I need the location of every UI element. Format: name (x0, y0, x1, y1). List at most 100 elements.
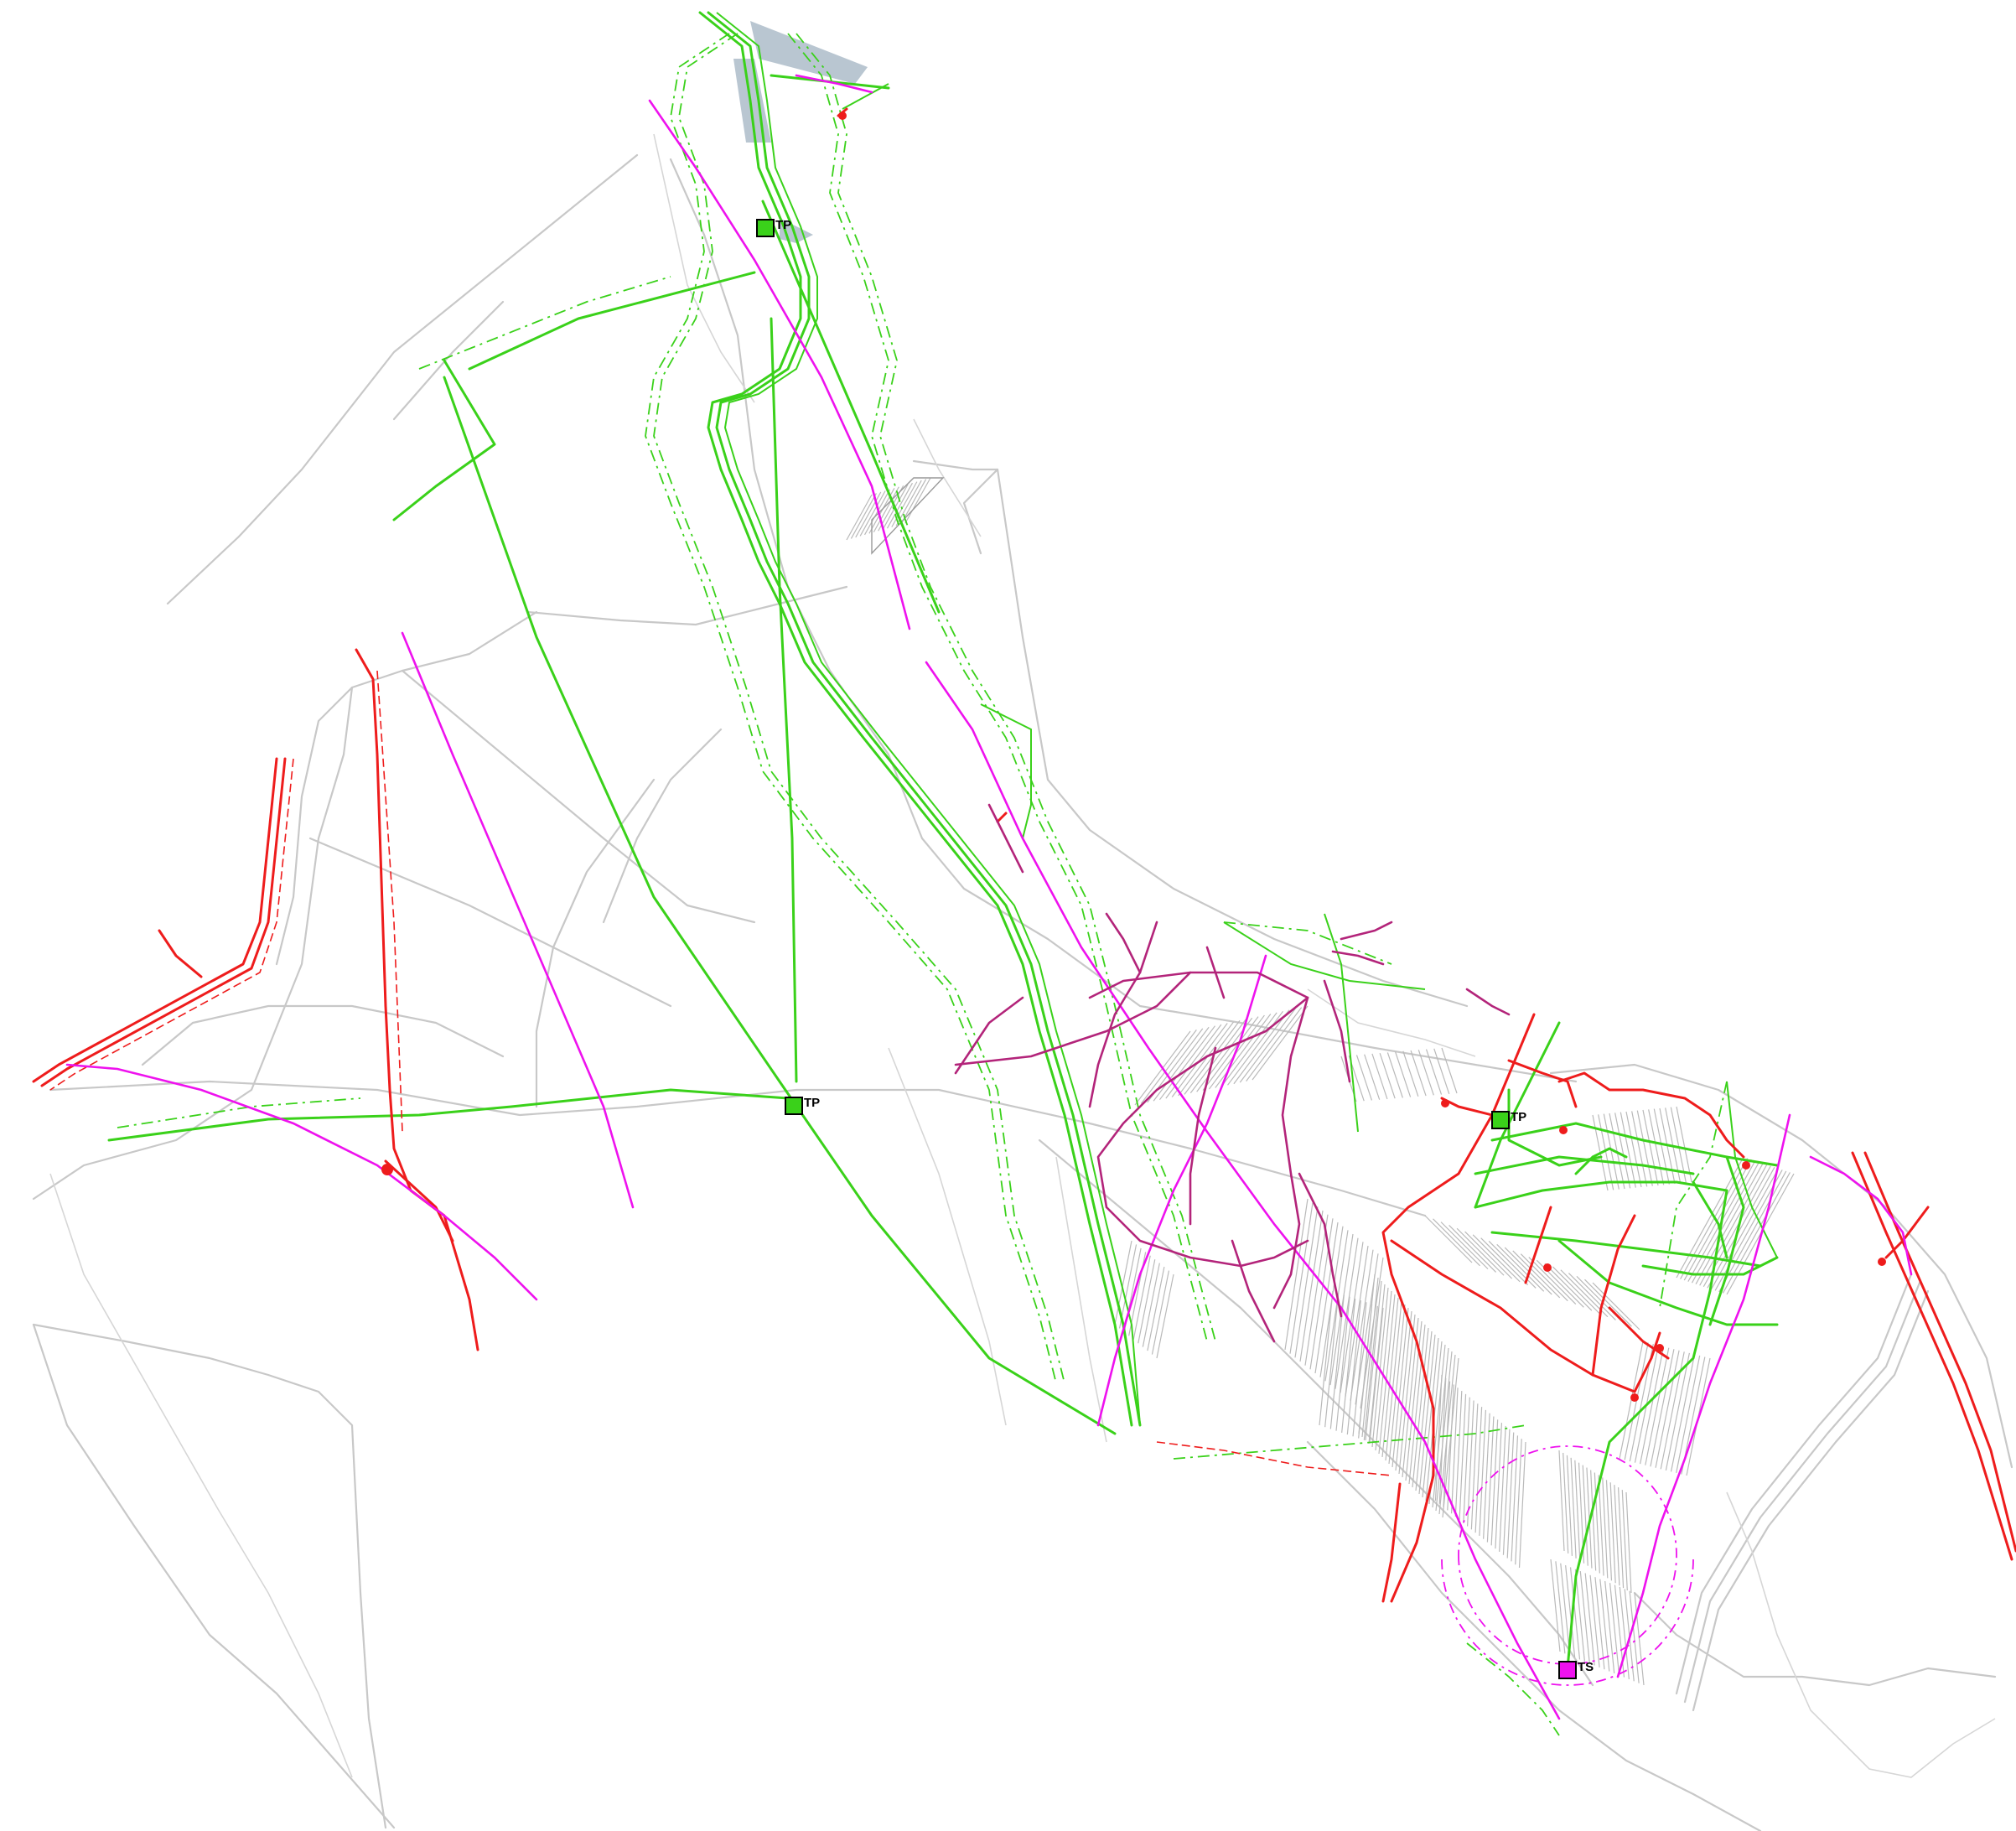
road-inner-west-4 (602, 728, 723, 924)
parcel-line (1178, 1021, 1235, 1097)
water-main-north-trunk-b (707, 11, 1142, 1427)
parcel-line (1629, 1590, 1640, 1683)
parcel-line (855, 491, 882, 538)
parcel-line (1466, 1400, 1474, 1527)
parcel-line (1594, 1577, 1605, 1670)
parcel-line (850, 493, 877, 539)
water-planned-south-east (1466, 1642, 1560, 1736)
parcel-line (1650, 1349, 1675, 1467)
parcel-line (1425, 1049, 1443, 1095)
road-east-boundary (996, 468, 1469, 1008)
parcel-line (1220, 1012, 1277, 1087)
water-east-loop-2 (1574, 1147, 1628, 1175)
power-line-north-2 (925, 661, 1561, 1720)
water-line-north-ne (842, 83, 889, 110)
parcel-line (1289, 1202, 1314, 1354)
parcel-line (1395, 1310, 1412, 1471)
power-line-north-top (795, 74, 873, 94)
parcel-line (859, 490, 886, 537)
station-tp-center[interactable]: TP (785, 1096, 820, 1115)
water-main-north-trunk-c (716, 12, 1141, 1426)
parcel-line (1624, 1342, 1649, 1460)
water-planned-north-loop-a (645, 33, 1057, 1384)
gas-valve-marker (1742, 1161, 1750, 1170)
gas-valve-marker (1656, 1344, 1664, 1352)
parcel-line (1386, 1052, 1403, 1098)
parcel-line (1584, 1573, 1595, 1666)
water-line-east-top (1223, 921, 1426, 990)
parcel-line (1324, 1230, 1349, 1382)
north-hatched-area (871, 477, 945, 555)
parcel-line (1153, 1026, 1210, 1102)
parcel-line (1463, 1397, 1470, 1523)
parcel-line (1233, 1009, 1290, 1085)
parcel-line (1589, 1574, 1600, 1668)
parcel-line (1695, 1163, 1764, 1284)
parcel-line (1625, 1111, 1642, 1188)
road-north-east-edge (912, 459, 999, 555)
parcel-line (1375, 1290, 1392, 1451)
gas-west-v-b (40, 757, 287, 1087)
power-line-north (648, 99, 911, 630)
parcel-line (1132, 1255, 1151, 1340)
north-basin (750, 21, 868, 84)
road-southwest-outline (32, 1323, 396, 1829)
parcel-line (1388, 1304, 1406, 1465)
sewer-branch-east (1298, 1172, 1343, 1318)
water-planned-east-vertical (1659, 1081, 1728, 1309)
gas-east-branch-a (1390, 1239, 1636, 1393)
water-line-east-1 (1324, 913, 1359, 1133)
station-label: TP (804, 1096, 820, 1110)
parcel-line (1655, 1350, 1680, 1468)
water-east-grid-5 (1557, 1239, 1779, 1326)
road-inner-west-1 (308, 837, 672, 1008)
parcel-line (1410, 1050, 1427, 1097)
road-inner-west-3 (535, 778, 656, 1108)
gas-west-lower-branch (384, 1159, 454, 1242)
parcel-line (1433, 1218, 1480, 1267)
parcel-line (1634, 1592, 1645, 1686)
parcel-line (1645, 1347, 1670, 1465)
parcel-line (1346, 1300, 1361, 1435)
parcel-line (1118, 1244, 1138, 1329)
parcel-line (1355, 1055, 1373, 1101)
parcel-line (1142, 1263, 1160, 1347)
sewer-east-b (1465, 988, 1511, 1016)
parcel-line (1665, 1352, 1690, 1471)
water-planned-north-loop-c (787, 33, 1208, 1342)
parcel-line (1605, 1480, 1613, 1581)
parcel-line (1617, 1487, 1625, 1589)
sewer-main-2 (1096, 996, 1309, 1268)
station-tp-north[interactable]: TP (756, 218, 791, 237)
road-northwest-diagonal (166, 153, 639, 605)
parcel-line (1441, 1047, 1458, 1094)
station-tp-east[interactable]: TP (1491, 1110, 1526, 1129)
parcel-line (1324, 1293, 1340, 1428)
water-planned-south (1173, 1424, 1526, 1460)
parcel-line (1625, 1491, 1632, 1594)
parcel-line (1528, 1257, 1577, 1305)
station-ts-south[interactable]: TS (1558, 1660, 1594, 1679)
road-center-south-a (888, 1047, 1007, 1426)
parcel-line (1215, 1014, 1272, 1088)
gas-west-dashed (376, 670, 403, 1133)
parcel-line (1156, 1273, 1174, 1359)
parcel-line (1511, 1435, 1519, 1562)
water-line-north-diagonal (761, 200, 941, 614)
parcel-line (1464, 1231, 1513, 1279)
parcel-line (1560, 1563, 1571, 1656)
parcel-line (1371, 1053, 1388, 1100)
parcel-line (1424, 1215, 1473, 1263)
parcel-line (1502, 1429, 1511, 1555)
parcel-line (1408, 1324, 1426, 1485)
parcel-line (1480, 1237, 1529, 1286)
parcel-line (1614, 1113, 1631, 1189)
power-ts-circle-outer (1441, 1559, 1694, 1686)
water-east-loop-3 (1641, 1256, 1779, 1276)
gas-west-vertical (355, 648, 479, 1351)
parcel-line (1699, 1164, 1768, 1286)
parcel-line (1202, 1016, 1259, 1091)
road-north-track-b (913, 418, 982, 537)
parcel-line (1496, 1243, 1545, 1292)
gas-valve-marker (1630, 1393, 1639, 1402)
